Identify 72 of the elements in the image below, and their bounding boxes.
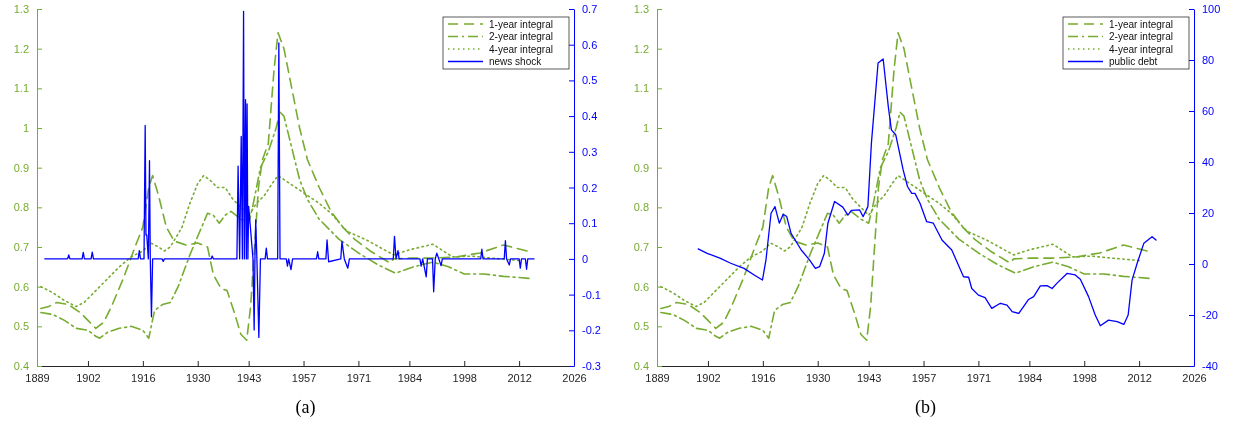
legend-label: 4-year integral [489, 43, 553, 55]
x-tick-label: 1902 [76, 371, 101, 384]
x-tick-label: 1889 [645, 371, 670, 384]
x-tick-label: 2026 [562, 371, 587, 384]
y2-tick-label: 0.4 [582, 110, 598, 123]
y2-tick-label: 100 [1202, 3, 1221, 16]
y2-tick-label: 0.1 [582, 217, 598, 230]
x-tick-label: 1998 [1072, 371, 1097, 384]
x-tick-label: 1902 [696, 371, 721, 384]
y-tick-label: 0.6 [633, 280, 649, 293]
x-tick-label: 1916 [751, 371, 776, 384]
y-tick-label: 0.8 [633, 201, 649, 214]
x-tick-label: 1957 [911, 371, 937, 384]
y2-tick-label: -0.2 [582, 324, 601, 337]
y2-tick-label: 20 [1202, 207, 1215, 220]
legend-label: 4-year integral [1109, 43, 1173, 55]
x-tick-label: 1998 [452, 371, 477, 384]
x-tick-label: 2026 [1182, 371, 1207, 384]
y-tick-label: 0.6 [13, 280, 29, 293]
legend-label: 2-year integral [489, 31, 553, 42]
y-tick-label: 1.1 [633, 82, 649, 95]
y2-tick-label: 40 [1202, 156, 1215, 169]
x-tick-label: 1930 [805, 371, 831, 384]
line-series [697, 58, 1157, 327]
legend-label: news shock [489, 56, 543, 67]
y-tick-label: 0.9 [13, 161, 29, 174]
x-axis-title: (b) [915, 397, 936, 418]
x-tick-label: 2012 [507, 371, 532, 384]
y-tick-label: 0.4 [13, 360, 29, 373]
y-tick-label: 1.1 [13, 82, 29, 95]
y-tick-label: 1 [642, 122, 649, 135]
y2-tick-label: 0.6 [582, 38, 598, 51]
y2-tick-label: 80 [1202, 54, 1215, 67]
x-tick-label: 1916 [131, 371, 156, 384]
y-tick-label: 0.5 [633, 320, 649, 333]
x-tick-label: 1957 [291, 371, 317, 384]
x-tick-label: 1930 [185, 371, 211, 384]
y2-tick-label: 0.3 [582, 145, 598, 158]
y-tick-label: 1.3 [13, 3, 29, 16]
y2-tick-label: 0 [582, 252, 589, 265]
x-tick-label: 2012 [1127, 371, 1152, 384]
y-tick-label: 0.9 [633, 161, 649, 174]
x-tick-label: 1943 [856, 371, 882, 384]
y2-tick-label: 0.2 [582, 181, 598, 194]
y2-tick-label: 60 [1202, 105, 1215, 118]
y2-tick-label: -0.1 [582, 288, 601, 301]
y2-tick-label: 0 [1202, 258, 1209, 271]
x-axis-title: (a) [295, 397, 316, 418]
y-tick-label: 0.7 [633, 241, 649, 254]
y-tick-label: 0.4 [633, 360, 649, 373]
x-tick-label: 1971 [346, 371, 372, 384]
y2-tick-label: -20 [1202, 309, 1218, 322]
y-tick-label: 1 [22, 122, 29, 135]
y-tick-label: 1.2 [13, 42, 29, 55]
y-tick-label: 1.3 [633, 3, 649, 16]
legend-label: public debt [1109, 56, 1158, 67]
y-tick-label: 0.5 [13, 320, 29, 333]
y2-tick-label: 0.7 [582, 3, 598, 16]
x-tick-label: 1943 [236, 371, 262, 384]
legend-label: 2-year integral [1109, 31, 1173, 42]
y-tick-label: 0.7 [13, 241, 29, 254]
y2-tick-label: -40 [1202, 360, 1218, 373]
y-tick-label: 1.2 [633, 42, 649, 55]
legend-label: 1-year integral [489, 18, 553, 30]
x-tick-label: 1971 [966, 371, 992, 384]
y2-tick-label: -0.3 [582, 360, 601, 373]
x-tick-label: 1984 [1017, 371, 1043, 384]
y-tick-label: 0.8 [13, 201, 29, 214]
legend-label: 1-year integral [1109, 18, 1173, 30]
x-tick-label: 1984 [397, 371, 423, 384]
y2-tick-label: 0.5 [582, 74, 598, 87]
x-tick-label: 1889 [25, 371, 50, 384]
